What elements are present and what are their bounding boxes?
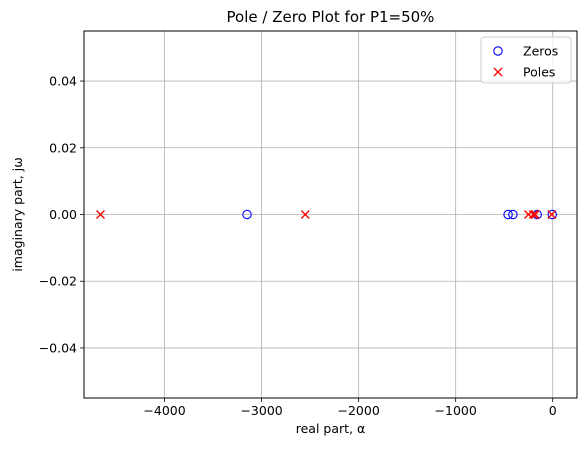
data-marks (96, 209, 558, 220)
legend-items: Zeros Poles (493, 44, 558, 80)
x-tick-label: 0 (549, 403, 557, 418)
legend-poles-marker (493, 67, 503, 77)
axis-ticks: −4000 −3000 −2000 −1000 0 0.04 0.02 0.00 −0.02 −0… (39, 74, 557, 418)
y-tick-label: 0.04 (49, 74, 77, 89)
chart-title: Pole / Zero Plot for P1=50% (227, 8, 435, 26)
poles-point (547, 210, 557, 219)
zeros-point (503, 209, 513, 220)
x-tick-label: −4000 (143, 403, 185, 418)
x-tick-label: −1000 (435, 403, 477, 418)
x-axis-label: real part, α (296, 421, 365, 436)
poles-point (528, 210, 538, 219)
poles-point (530, 210, 540, 219)
x-tick-label: −3000 (240, 403, 282, 418)
x-tick-label: −2000 (337, 403, 379, 418)
y-tick-label: −0.04 (39, 340, 77, 355)
y-tick-label: −0.02 (39, 274, 77, 289)
legend-zeros-marker (493, 46, 503, 56)
legend: Zeros Poles (480, 36, 572, 84)
poles-point (300, 210, 310, 219)
zeros-point (547, 209, 558, 220)
poles-point (96, 210, 105, 219)
legend-poles-label: Poles (523, 65, 555, 80)
grid-lines (84, 31, 577, 398)
zeros-series (242, 209, 558, 220)
y-tick-label: 0.02 (49, 140, 77, 155)
y-tick-label: 0.00 (49, 207, 77, 222)
zeros-point (242, 209, 252, 220)
poles-series (96, 210, 557, 219)
zeros-point (508, 209, 518, 220)
legend-zeros-label: Zeros (523, 44, 558, 59)
y-axis-label: imaginary part, jω (10, 157, 25, 271)
legend-box (480, 36, 572, 84)
